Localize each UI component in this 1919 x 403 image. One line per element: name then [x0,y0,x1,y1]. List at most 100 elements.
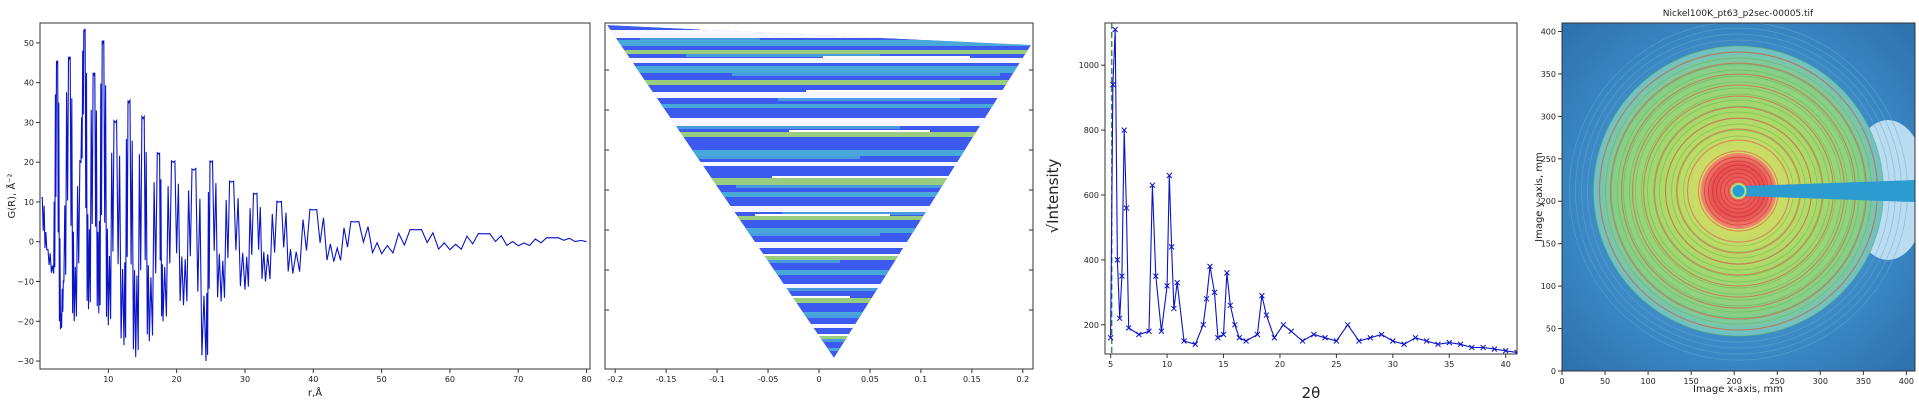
intensity-xlabel: 2θ [1302,384,1321,402]
detector-xtick-label: 150 [1684,377,1699,386]
gr-ytick-label: 40 [24,79,34,88]
intensity-markers [1107,26,1517,354]
detector-ytick-label: 300 [1541,112,1556,121]
gr-xlabel: r,Å [308,386,322,399]
detector-ytick-label: 250 [1541,155,1556,164]
intensity-point [1114,257,1121,263]
gr-ytick-label: −30 [17,357,34,366]
intensity-point [1480,344,1486,351]
detector-ticks: 0 50 100 150 200 250 300 350 400 0 50 100 150 200 250 3… [1541,27,1914,386]
detector-ylabel: Image y-axis, mm [1534,152,1545,242]
gr-xtick-label: 20 [172,375,182,384]
gr-xtick-label: 40 [308,375,318,384]
intensity-point [1356,338,1362,344]
intensity-ytick-label: 800 [1084,126,1099,135]
intensity-point [1491,346,1498,352]
gr-ytick-label: 0 [29,238,34,247]
intensity-point [1174,279,1181,286]
intensity-xtick-label: 35 [1444,360,1454,369]
intensity-point [1401,341,1407,348]
triangle-xtick-label: -0.15 [656,375,677,384]
intensity-ticks: 5 10 15 20 25 30 35 40 200 400 600 800 1000 [1079,61,1511,369]
intensity-point [1299,338,1306,344]
triangle-xtick-label: -0.1 [709,375,725,384]
intensity-point [1236,334,1243,341]
detector-ytick-label: 150 [1541,240,1556,249]
gr-ylabel: G(R), Å⁻² [5,174,18,219]
gr-ytick-label: 20 [24,158,34,167]
intensity-point [1215,334,1221,341]
intensity-point [1203,295,1210,302]
intensity-point [1220,331,1227,338]
intensity-point [1152,273,1159,279]
triangle-xtick-label: 0.15 [963,375,981,384]
detector-image [1562,23,1915,371]
detector-xtick-label: 250 [1770,377,1785,386]
triangle-panel: -0.2 -0.15 -0.1 -0.05 0 0.05 0.1 0.15 0.2 [604,22,1034,384]
intensity-point [1116,315,1123,322]
triangle-xtick-label: -0.2 [607,375,623,384]
intensity-point [1457,341,1464,348]
triangle-xtick-label: 0.05 [861,375,879,384]
intensity-point [1164,282,1170,289]
triangle-xtick-label: -0.05 [758,375,779,384]
intensity-point [1158,328,1165,335]
gr-xtick-label: 30 [240,375,250,384]
gr-ytick-label: −10 [17,278,34,287]
gr-xtick-label: 70 [513,375,523,384]
intensity-point [1227,302,1234,309]
detector-ytick-label: 200 [1541,197,1556,206]
detector-xtick-label: 0 [1559,377,1564,386]
intensity-curve [1110,29,1517,353]
intensity-ytick-label: 400 [1084,256,1099,265]
intensity-point [1112,26,1119,33]
intensity-point [1121,127,1128,133]
intensity-point [1192,341,1199,348]
triangle-xtick-label: 0 [816,375,821,384]
detector-xtick-label: 300 [1813,377,1828,386]
intensity-point [1310,331,1317,338]
detector-xtick-label: 350 [1856,377,1871,386]
detector-ytick-label: 50 [1546,325,1556,334]
intensity-point [1200,321,1207,328]
gr-xtick-label: 10 [103,375,113,384]
intensity-xtick-label: 20 [1275,360,1285,369]
detector-ytick-label: 100 [1541,282,1556,291]
intensity-point [1412,334,1419,341]
gr-ticks: 10 20 30 40 50 60 70 80 −30 −20 −10 0 10 20 30 40 50 [17,39,592,384]
intensity-point [1170,305,1177,312]
intensity-point [1254,331,1261,338]
intensity-point [1322,334,1328,341]
intensity-point [1423,338,1430,344]
intensity-point [1166,172,1173,179]
intensity-point [1207,263,1213,270]
gr-panel: 10 20 30 40 50 60 70 80 −30 −20 −10 0 10 20 30 40 50 r,Å… [5,22,592,399]
detector-ytick-label: 0 [1551,367,1556,376]
intensity-point [1149,182,1156,189]
intensity-point [1110,81,1116,88]
triangle-xtick-label: 0.2 [1016,375,1029,384]
gr-xtick-label: 80 [581,375,591,384]
gr-plot-frame [39,22,591,370]
intensity-xtick-label: 25 [1331,360,1341,369]
detector-xtick-label: 200 [1727,377,1742,386]
intensity-ytick-label: 600 [1084,191,1099,200]
intensity-xtick-label: 15 [1218,360,1228,369]
intensity-point [1446,339,1453,346]
intensity-point [1344,321,1351,328]
intensity-point [1263,312,1270,318]
gr-curve [41,28,587,362]
intensity-point [1280,321,1287,328]
intensity-xtick-label: 5 [1108,360,1113,369]
intensity-xtick-label: 40 [1501,360,1511,369]
intensity-point [1435,341,1441,348]
detector-ytick-label: 400 [1541,27,1556,36]
intensity-point [1123,205,1130,211]
intensity-point [1231,321,1238,328]
detector-xlabel: Image x-axis, mm [1693,384,1783,395]
intensity-ylabel: √Intensity [1044,158,1062,233]
gr-ytick-label: 50 [24,39,34,48]
detector-ytick-label: 350 [1541,70,1556,79]
intensity-point [1168,244,1175,250]
